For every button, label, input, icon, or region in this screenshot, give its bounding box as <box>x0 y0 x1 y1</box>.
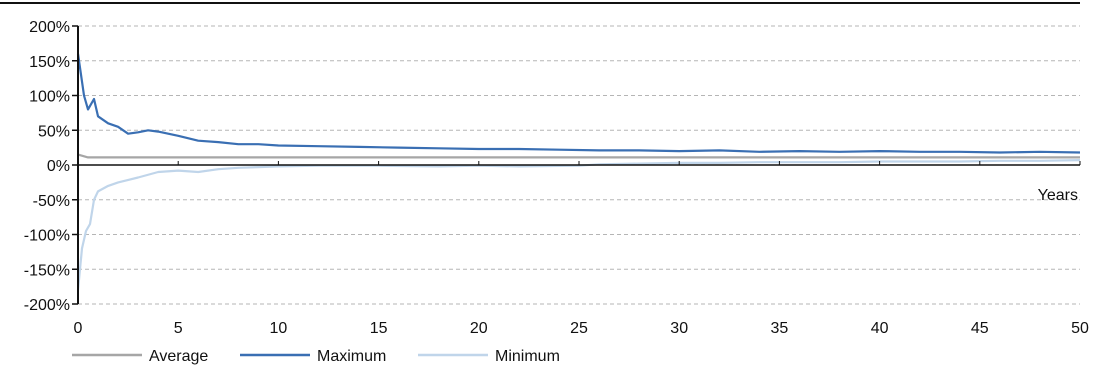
y-tick-label: -200% <box>24 297 70 314</box>
x-tick-label: 50 <box>1071 320 1089 337</box>
x-tick-label: 25 <box>570 320 588 337</box>
series-line-maximum <box>76 53 1081 154</box>
y-tick-labels: 200% 150% 100% 50% 0% -50% -100% -150% -200% <box>24 19 78 314</box>
y-tick-label: 50% <box>38 123 70 140</box>
y-tick-label: -150% <box>24 262 70 279</box>
y-tick-label: 100% <box>29 89 70 106</box>
legend-label-average: Average <box>149 348 208 365</box>
y-tick-label: 150% <box>29 54 70 71</box>
series-lines <box>76 53 1081 291</box>
legend-label-minimum: Minimum <box>495 348 560 365</box>
x-tick-label: 0 <box>74 320 83 337</box>
grid-lines <box>78 25 1080 305</box>
series-line-average <box>77 153 1080 159</box>
x-tick-label: 15 <box>370 320 388 337</box>
x-tick-label: 5 <box>174 320 183 337</box>
y-tick-label: 200% <box>29 19 70 36</box>
x-tick-label: 10 <box>270 320 288 337</box>
series-line-minimum <box>76 159 1081 291</box>
legend: Average Maximum Minimum <box>72 348 560 365</box>
y-tick-label: -100% <box>24 228 70 245</box>
x-axis-title: Years <box>1038 187 1078 204</box>
x-tick-labels: 0 5 10 15 20 25 30 35 40 45 50 <box>74 161 1089 337</box>
x-tick-label: 20 <box>470 320 488 337</box>
x-tick-label: 35 <box>771 320 789 337</box>
y-tick-label: -50% <box>33 193 70 210</box>
legend-label-maximum: Maximum <box>317 348 386 365</box>
x-tick-label: 30 <box>670 320 688 337</box>
y-tick-label: 0% <box>47 158 70 175</box>
x-tick-label: 40 <box>871 320 889 337</box>
x-tick-label: 45 <box>971 320 989 337</box>
